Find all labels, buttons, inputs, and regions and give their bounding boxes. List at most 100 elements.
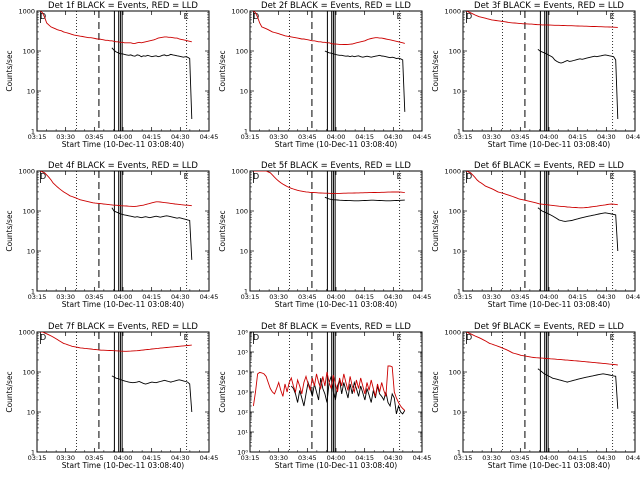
- x-tick-label: 04:45: [200, 133, 219, 141]
- plot-frame: [462, 10, 636, 132]
- x-tick-label: 04:30: [597, 293, 616, 301]
- plot-frame: [36, 331, 210, 453]
- marker-label-e: E: [610, 12, 615, 21]
- marker-label-e: E: [610, 172, 615, 181]
- x-tick-label: 03:15: [454, 133, 473, 141]
- x-axis-label: Start Time (10-Dec-11 03:08:40): [275, 300, 397, 309]
- x-tick-label: 04:45: [626, 133, 640, 141]
- lld-series-line: [466, 171, 618, 209]
- y-tick-label: 100: [23, 369, 35, 377]
- x-tick-label: 04:15: [568, 133, 587, 141]
- plot-frame: [249, 331, 423, 453]
- y-tick-label: 1: [244, 128, 248, 136]
- events-series-line: [324, 196, 405, 202]
- x-tick-label: 04:15: [355, 293, 374, 301]
- x-tick-label: 03:15: [241, 293, 260, 301]
- panel-title: Det 8f BLACK = Events, RED = LLD: [261, 322, 411, 332]
- y-tick-label: 100: [23, 48, 35, 56]
- plot-frame: [462, 170, 636, 292]
- x-tick-label: 04:15: [355, 454, 374, 462]
- y-tick-label: 10³: [237, 389, 248, 397]
- y-tick-label: 100: [449, 48, 461, 56]
- marker-label-d: D: [40, 333, 46, 342]
- x-tick-label: 04:15: [568, 454, 587, 462]
- marker-label-d: D: [253, 333, 259, 342]
- y-tick-label: 1: [244, 288, 248, 296]
- x-tick-label: 04:15: [142, 454, 161, 462]
- x-tick-label: 03:30: [269, 293, 288, 301]
- x-tick-label: 03:30: [56, 293, 75, 301]
- events-series-line: [111, 375, 193, 413]
- marker-label-e: E: [184, 333, 189, 342]
- marker-label-e: E: [397, 12, 402, 21]
- y-tick-label: 10⁰: [237, 449, 248, 457]
- x-tick-label: 03:45: [298, 293, 317, 301]
- y-axis-label: Counts/sec: [5, 210, 14, 251]
- x-tick-label: 03:45: [511, 454, 530, 462]
- y-tick-label: 1000: [231, 8, 248, 16]
- y-axis-label: Counts/sec: [5, 371, 14, 412]
- x-tick-label: 04:30: [384, 133, 403, 141]
- plot-frame: [36, 170, 210, 292]
- detector-panel-1: Det 1f BLACK = Events, RED = LLD 1 10 100 10…: [5, 1, 218, 149]
- y-tick-label: 1: [31, 128, 35, 136]
- x-axis-label: Start Time (10-Dec-11 03:08:40): [488, 140, 610, 149]
- y-tick-label: 100: [449, 369, 461, 377]
- x-tick-label: 03:45: [298, 454, 317, 462]
- x-tick-label: 03:30: [482, 454, 501, 462]
- x-tick-label: 04:30: [171, 133, 190, 141]
- x-tick-label: 03:30: [269, 133, 288, 141]
- x-tick-label: 04:15: [355, 133, 374, 141]
- lld-series-line: [252, 365, 406, 411]
- lld-series-line: [40, 332, 192, 352]
- marker-label-d: D: [40, 12, 46, 21]
- y-tick-label: 10²: [237, 409, 248, 417]
- lld-series-line: [253, 171, 405, 194]
- events-series-line: [537, 48, 619, 120]
- detector-panel-5: Det 5f BLACK = Events, RED = LLD 1 10 100 10…: [218, 161, 431, 309]
- x-tick-label: 03:45: [85, 454, 104, 462]
- events-series-line: [537, 368, 619, 409]
- marker-label-d: D: [40, 172, 46, 181]
- events-series-line: [111, 207, 193, 260]
- x-tick-label: 04:00: [327, 454, 346, 462]
- x-axis-label: Start Time (10-Dec-11 03:08:40): [62, 140, 184, 149]
- y-tick-label: 1000: [18, 168, 35, 176]
- x-tick-label: 04:00: [540, 293, 559, 301]
- x-tick-label: 04:00: [114, 454, 133, 462]
- marker-label-d: D: [253, 172, 259, 181]
- plot-frame: [36, 10, 210, 132]
- y-tick-label: 100: [236, 48, 248, 56]
- x-tick-label: 04:30: [597, 454, 616, 462]
- panel-title: Det 5f BLACK = Events, RED = LLD: [261, 161, 411, 171]
- y-axis-label: Counts/sec: [5, 50, 14, 91]
- events-series-line: [111, 47, 193, 120]
- x-tick-label: 04:00: [327, 133, 346, 141]
- x-tick-label: 04:45: [413, 133, 432, 141]
- marker-label-d: D: [466, 333, 472, 342]
- x-tick-label: 03:30: [269, 454, 288, 462]
- x-tick-label: 03:15: [28, 293, 47, 301]
- y-tick-label: 1000: [231, 168, 248, 176]
- y-tick-label: 10: [453, 248, 461, 256]
- x-tick-label: 04:00: [327, 293, 346, 301]
- detector-panel-2: Det 2f BLACK = Events, RED = LLD 1 10 100 10…: [218, 1, 431, 149]
- y-tick-label: 10⁵: [237, 349, 248, 357]
- lld-series-line: [466, 332, 618, 366]
- x-tick-label: 03:45: [85, 133, 104, 141]
- panel-title: Det 6f BLACK = Events, RED = LLD: [474, 161, 624, 171]
- x-tick-label: 04:30: [597, 133, 616, 141]
- x-axis-label: Start Time (10-Dec-11 03:08:40): [275, 140, 397, 149]
- y-axis-label: Counts/sec: [218, 371, 227, 412]
- x-tick-label: 04:00: [114, 133, 133, 141]
- y-axis-label: Counts/sec: [431, 210, 440, 251]
- y-tick-label: 1: [457, 128, 461, 136]
- x-tick-label: 04:45: [200, 293, 219, 301]
- y-tick-label: 1000: [444, 168, 461, 176]
- x-tick-label: 04:45: [626, 293, 640, 301]
- x-tick-label: 04:30: [384, 293, 403, 301]
- y-tick-label: 10: [27, 409, 35, 417]
- panel-title: Det 1f BLACK = Events, RED = LLD: [48, 1, 198, 11]
- x-tick-label: 04:45: [413, 454, 432, 462]
